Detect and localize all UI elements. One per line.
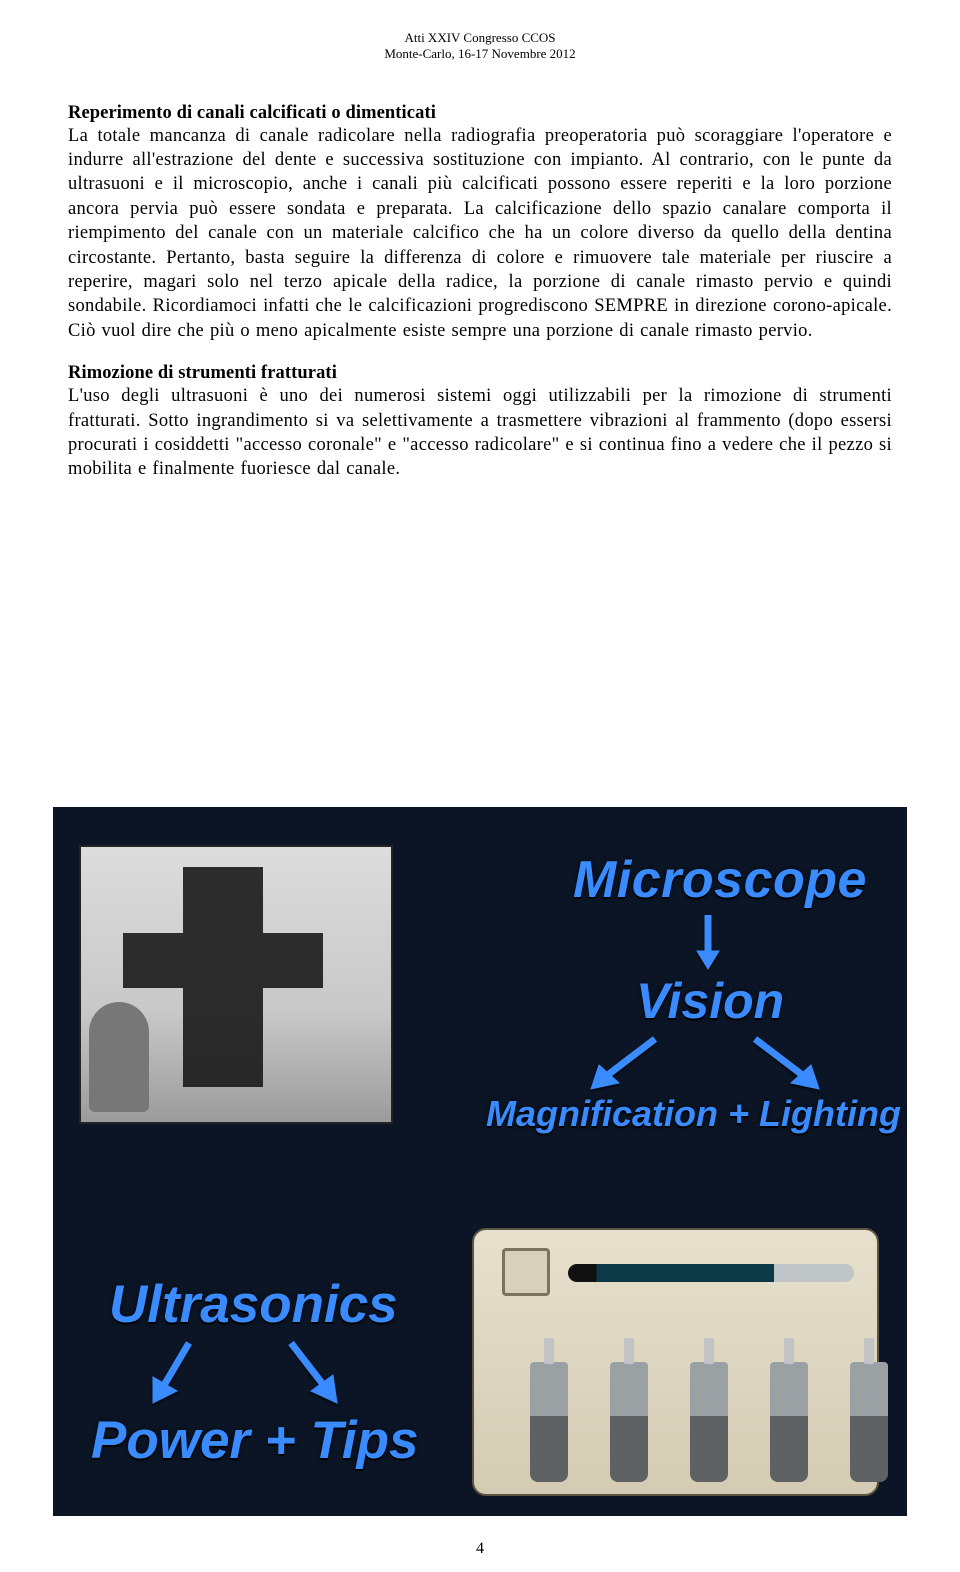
page-header: Atti XXIV Congresso CCOS Monte-Carlo, 16… xyxy=(68,30,892,63)
infographic-panel: Microscope Vision Magnification + Lighti… xyxy=(53,807,907,1516)
arrow-vision-to-lighting xyxy=(747,1033,827,1095)
arrow-ultrasonics-to-power xyxy=(143,1337,203,1409)
microscope-photo xyxy=(79,845,393,1124)
section-2-title: Rimozione di strumenti fratturati xyxy=(68,363,892,384)
arrow-ultrasonics-to-tips xyxy=(279,1337,349,1409)
header-line-2: Monte-Carlo, 16-17 Novembre 2012 xyxy=(68,46,892,62)
page-number: 4 xyxy=(0,1540,960,1558)
arrow-microscope-to-vision xyxy=(693,913,723,971)
label-ultrasonics: Ultrasonics xyxy=(109,1274,398,1335)
section-2-body: L'uso degli ultrasuoni è uno dei numeros… xyxy=(68,384,892,482)
section-1-title: Reperimento di canali calcificati o dime… xyxy=(68,103,892,124)
section-1-body: La totale mancanza di canale radicolare … xyxy=(68,124,892,344)
label-microscope: Microscope xyxy=(573,850,867,910)
header-line-1: Atti XXIV Congresso CCOS xyxy=(68,30,892,46)
arrow-vision-to-magnification xyxy=(583,1033,663,1095)
ultrasonic-device-photo xyxy=(472,1228,879,1496)
label-vision: Vision xyxy=(636,972,784,1030)
label-power-tips: Power + Tips xyxy=(91,1410,418,1471)
label-magnification-lighting: Magnification + Lighting xyxy=(486,1093,901,1135)
